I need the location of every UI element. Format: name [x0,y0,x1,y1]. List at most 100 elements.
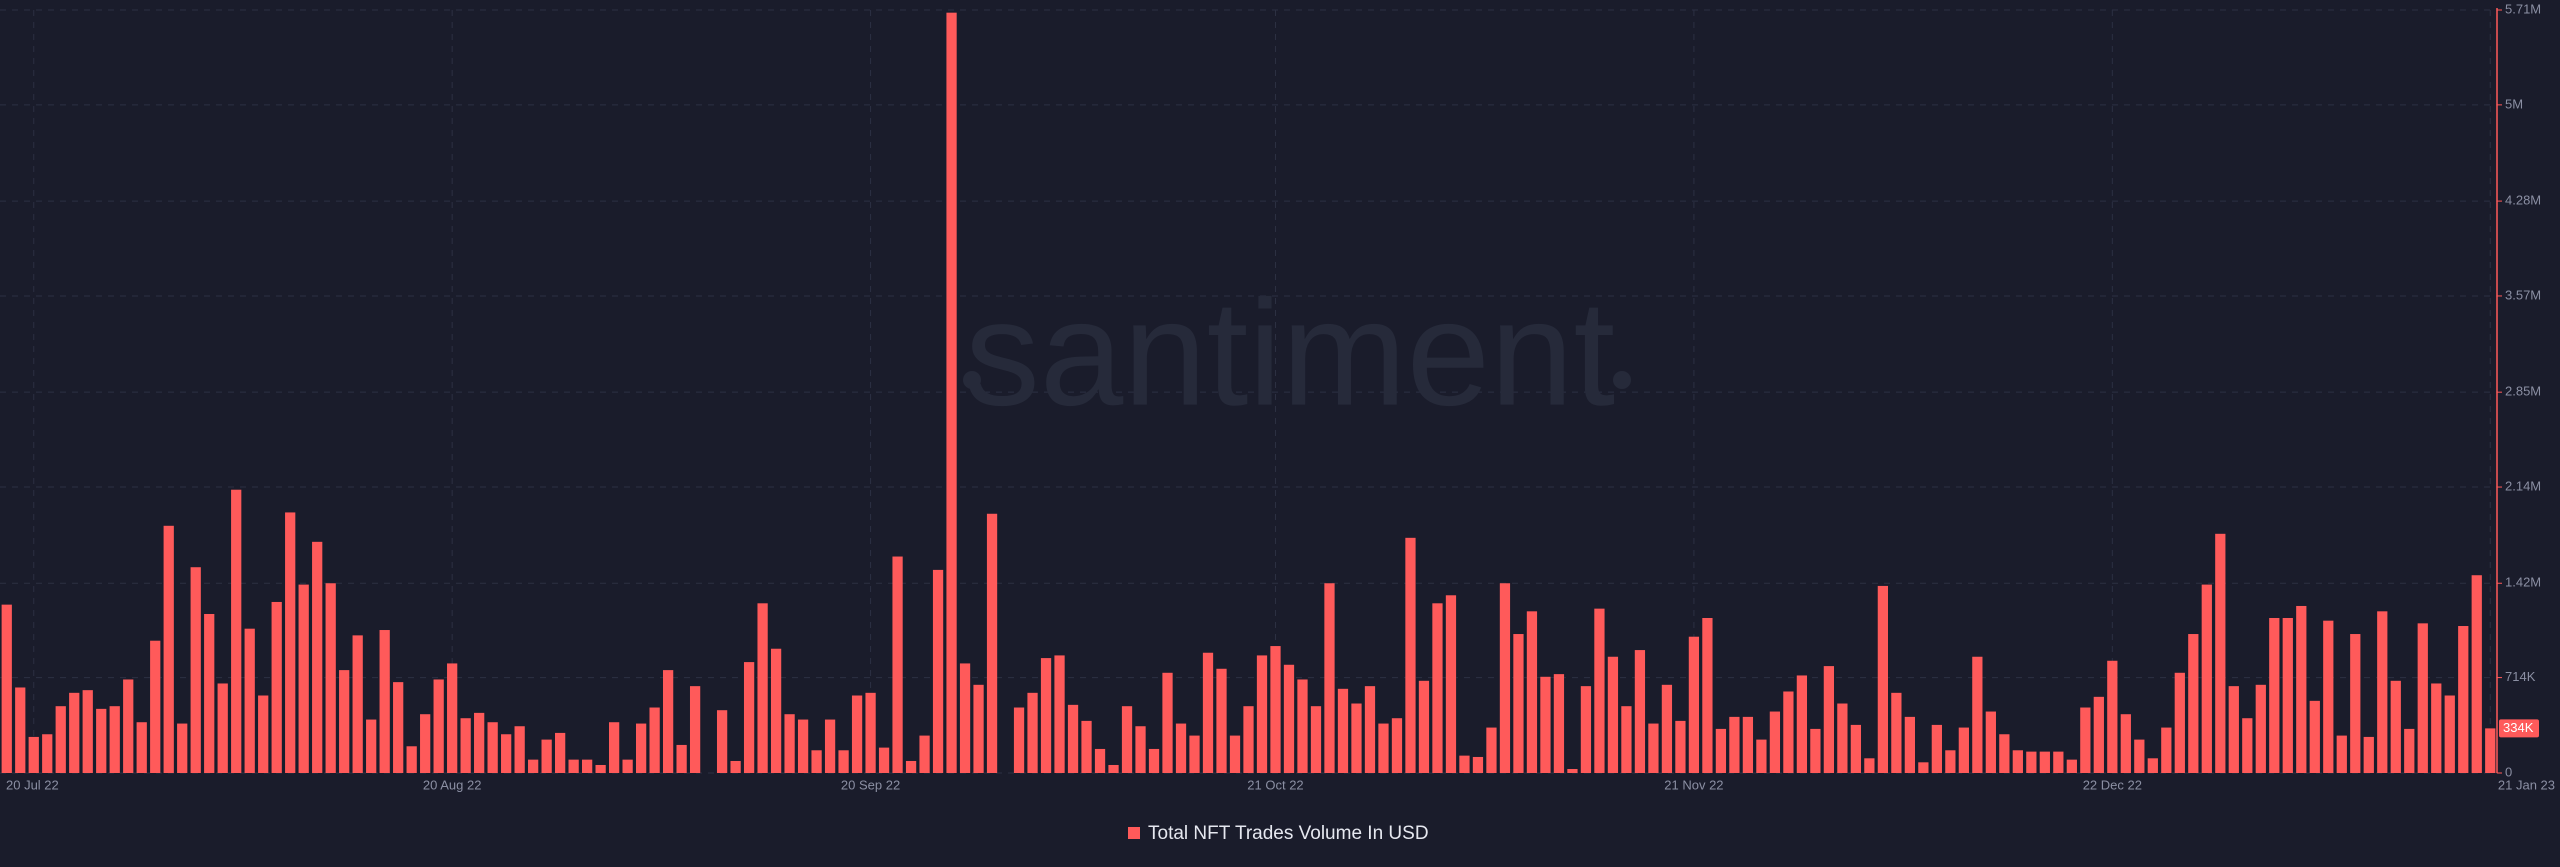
bar [1904,716,1915,773]
bar [1378,723,1389,773]
bar [824,719,836,773]
bar [568,759,579,773]
bar [986,513,998,773]
bar [2377,611,2388,773]
bar [298,584,309,773]
bar [1,604,12,773]
bar [1121,706,1133,773]
bar [136,722,147,773]
bar [1040,658,1052,773]
bar [177,723,188,773]
bar [2296,605,2307,773]
y-tick-label: 3.57M [2505,287,2541,302]
bar [1594,608,1605,773]
bar [1783,691,1794,773]
bar [2242,718,2253,773]
bar [15,687,26,773]
bar [1216,668,1227,773]
bar [1243,706,1254,773]
bar [1702,617,1713,773]
bar [96,708,107,773]
bar [1769,711,1781,773]
bar [1526,611,1538,773]
bar [474,712,485,773]
bar [2228,686,2239,773]
bar [1688,636,1700,773]
y-tick-label: 5.71M [2505,1,2541,16]
bar [1148,748,1160,773]
bar [743,662,755,773]
bar [1297,679,1308,773]
bar [1364,686,1376,773]
bar [1486,727,1497,773]
bar [2188,634,2199,773]
bar [1621,706,1632,773]
bar [1270,646,1281,773]
bar [352,635,363,773]
bar [555,732,566,773]
bar [1810,728,1821,773]
bar [190,567,201,773]
bar [109,706,120,773]
bar [959,663,971,773]
bar [2039,751,2050,773]
bar [1823,666,1835,773]
bar [1135,726,1146,773]
bar [757,603,768,773]
bar [2336,735,2347,773]
bar [1864,758,1875,773]
bar [1054,655,1065,773]
bar [2134,739,2145,773]
bar [2053,751,2064,773]
legend-swatch [1128,827,1140,839]
bar [1553,674,1565,773]
bar [2080,707,2091,773]
labels: 0 714K 1.42M 2.14M 2.85M 3.57M 4.28M 5M 5.71M 20 … [6,1,2555,792]
bar [689,686,701,773]
bar [1634,650,1646,773]
bar [811,750,822,773]
bar [1229,735,1241,773]
x-tick-label: 22 Dec 22 [2083,777,2142,792]
bar [662,670,674,773]
bar [1567,768,1578,773]
bar [1918,762,1929,773]
bar [528,759,539,773]
watermark-dot [963,371,981,389]
bar [1175,723,1187,773]
bar [1189,735,1200,773]
bar [2323,620,2334,773]
bar [123,679,134,773]
bar [1675,720,1686,773]
bar [1499,583,1511,773]
x-tick-label: 20 Sep 22 [841,777,900,792]
bar [1081,720,1092,773]
bar [393,682,404,773]
bar [595,764,606,773]
bar [1405,537,1416,773]
bar [1513,634,1524,773]
bar [1310,706,1322,773]
x-tick-label: 21 Oct 22 [1247,777,1303,792]
bar [2147,758,2158,773]
bar [2431,683,2442,773]
bar [851,695,863,773]
bar [285,512,296,773]
bar [1324,583,1335,773]
bar [433,679,444,773]
bar [1756,739,1767,773]
bar [1027,692,1038,773]
bar [1796,675,1808,773]
y-tick-label: 5M [2505,96,2523,111]
bar [1459,755,1470,773]
bar [501,734,512,773]
bar [1472,756,1484,773]
watermark-dot [1613,371,1631,389]
bar [2107,660,2118,773]
bar [635,723,647,773]
bar [973,684,984,773]
y-tick-label: 0 [2505,764,2512,779]
bar [1891,692,1902,773]
